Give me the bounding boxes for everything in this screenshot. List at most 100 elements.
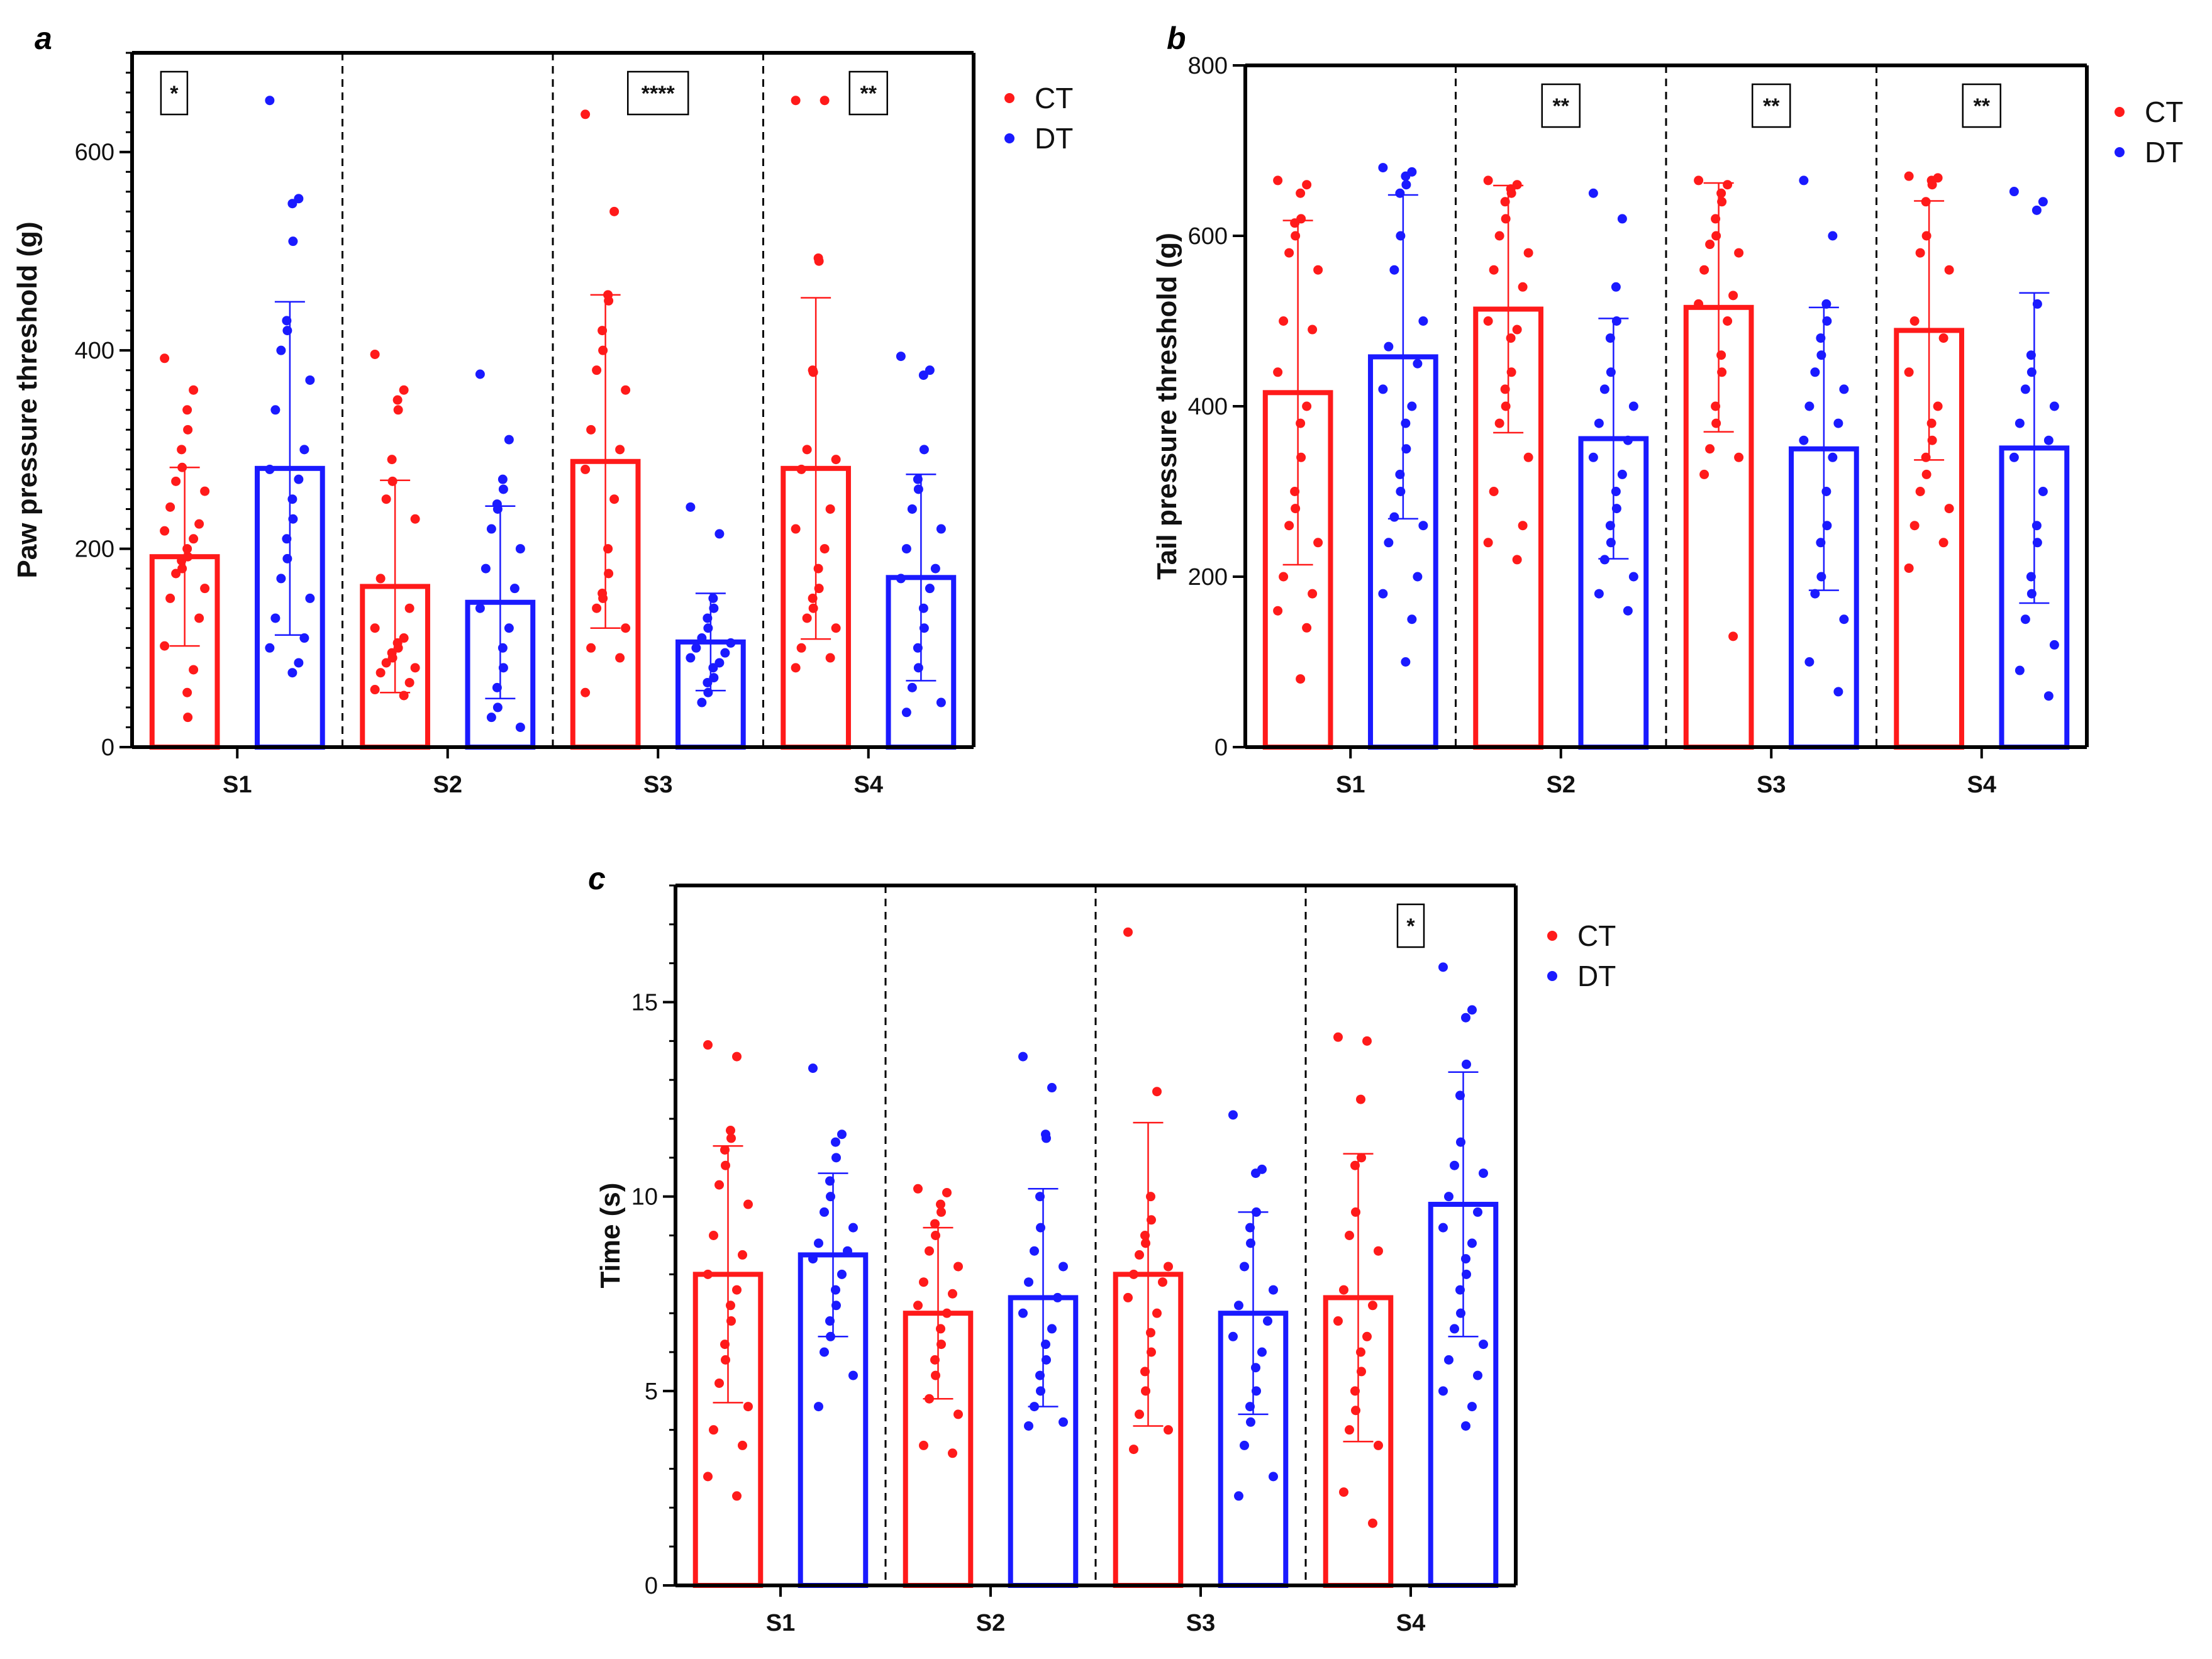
data-point-dt xyxy=(492,702,503,713)
data-point-dt xyxy=(515,544,525,554)
data-point-dt xyxy=(2031,521,2042,531)
data-point-dt xyxy=(1252,1207,1261,1217)
data-point-dt xyxy=(1816,538,1826,548)
data-point-ct xyxy=(1284,521,1294,531)
data-point-ct xyxy=(953,1262,963,1272)
data-point-dt xyxy=(814,1402,823,1412)
data-point-dt xyxy=(1407,401,1417,411)
data-point-dt xyxy=(848,1223,858,1233)
data-point-dt xyxy=(1252,1386,1261,1396)
data-point-ct xyxy=(726,1126,735,1136)
data-point-ct xyxy=(1723,316,1733,326)
data-point-dt xyxy=(2020,614,2030,624)
data-point-dt xyxy=(2009,187,2019,197)
data-point-ct xyxy=(399,691,409,701)
data-point-dt xyxy=(1401,171,1411,181)
data-point-ct xyxy=(726,1133,736,1143)
data-point-ct xyxy=(1350,1160,1360,1170)
data-point-dt xyxy=(697,697,707,707)
data-point-ct xyxy=(1345,1425,1354,1435)
data-point-dt xyxy=(814,1238,823,1248)
data-point-dt xyxy=(837,1269,847,1279)
data-point-dt xyxy=(1810,367,1820,377)
data-point-dt xyxy=(726,638,736,648)
data-point-ct xyxy=(738,1250,747,1260)
data-point-ct xyxy=(609,494,620,504)
data-point-dt xyxy=(288,514,298,524)
data-point-dt xyxy=(265,643,275,653)
data-point-dt xyxy=(1378,384,1388,394)
data-point-dt xyxy=(1407,614,1417,624)
data-point-ct xyxy=(200,584,210,594)
data-point-dt xyxy=(1251,1168,1260,1179)
data-point-dt xyxy=(2026,572,2036,582)
data-point-dt xyxy=(1438,1386,1448,1396)
data-point-ct xyxy=(808,603,818,613)
data-point-ct xyxy=(930,1355,940,1365)
data-point-ct xyxy=(948,1448,957,1458)
data-point-ct xyxy=(703,1472,713,1482)
data-point-dt xyxy=(276,574,286,584)
data-point-dt xyxy=(691,643,701,653)
data-point-dt xyxy=(282,316,292,326)
data-point-dt xyxy=(2038,487,2048,496)
data-point-dt xyxy=(1042,1133,1051,1143)
data-point-ct xyxy=(604,569,614,579)
data-point-ct xyxy=(1711,418,1721,428)
data-point-ct xyxy=(1915,487,1925,496)
data-point-dt xyxy=(1378,589,1388,599)
data-point-dt xyxy=(1611,504,1621,514)
data-point-ct xyxy=(796,643,806,653)
data-point-dt xyxy=(1473,1207,1482,1217)
data-point-ct xyxy=(1523,452,1533,462)
legend-label-ct: CT xyxy=(1577,919,1616,952)
data-point-ct xyxy=(200,486,210,496)
data-point-dt xyxy=(708,663,718,673)
data-point-ct xyxy=(1716,350,1726,360)
data-point-dt xyxy=(1024,1277,1033,1287)
data-point-ct xyxy=(387,476,397,486)
data-point-dt xyxy=(282,534,292,544)
data-point-ct xyxy=(1164,1425,1173,1435)
data-point-ct xyxy=(404,603,414,613)
data-point-ct xyxy=(1362,1331,1372,1341)
data-point-dt xyxy=(1617,469,1627,479)
data-point-ct xyxy=(1147,1215,1156,1225)
data-point-dt xyxy=(1588,452,1598,462)
data-point-dt xyxy=(1401,444,1411,454)
data-point-ct xyxy=(1123,927,1133,937)
data-point-ct xyxy=(171,569,181,579)
data-point-dt xyxy=(1030,1402,1039,1412)
data-point-dt xyxy=(843,1246,852,1256)
data-point-ct xyxy=(182,687,192,697)
data-point-ct xyxy=(1483,175,1493,186)
data-point-dt xyxy=(287,494,297,504)
data-point-ct xyxy=(709,1425,718,1435)
data-point-ct xyxy=(1734,452,1744,462)
data-point-dt xyxy=(1035,1192,1045,1202)
data-point-ct xyxy=(936,1199,945,1209)
panel-letter-c: c xyxy=(588,861,606,896)
data-point-ct xyxy=(189,665,199,675)
significance-box xyxy=(848,70,888,116)
data-point-dt xyxy=(686,653,696,663)
legend-marker-dt xyxy=(2115,147,2125,157)
data-point-dt xyxy=(1036,1223,1045,1233)
data-point-dt xyxy=(1455,1285,1465,1295)
data-point-dt xyxy=(515,722,525,732)
data-point-dt xyxy=(1455,1090,1465,1101)
y-tick-label: 0 xyxy=(1214,735,1228,761)
data-point-dt xyxy=(697,633,707,643)
data-point-ct xyxy=(1489,265,1499,275)
x-category-label-s4: S4 xyxy=(854,772,883,798)
data-point-ct xyxy=(609,206,620,216)
data-point-dt xyxy=(1623,435,1633,445)
data-point-dt xyxy=(1234,1301,1243,1311)
data-point-dt xyxy=(1059,1262,1068,1272)
data-point-ct xyxy=(1158,1277,1167,1287)
data-point-ct xyxy=(581,464,591,474)
data-point-ct xyxy=(586,424,596,435)
data-point-ct xyxy=(165,502,175,512)
data-point-dt xyxy=(265,96,275,106)
